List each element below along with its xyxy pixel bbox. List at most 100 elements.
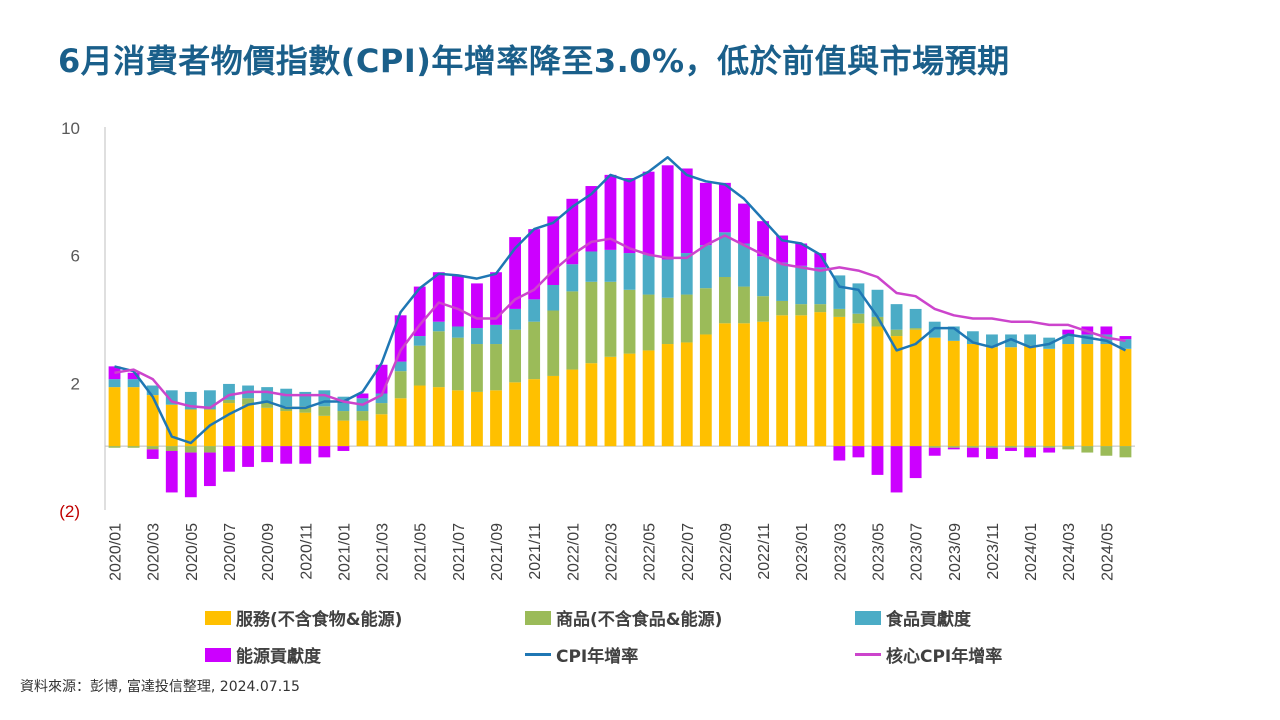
bar-segment-food [585,251,598,282]
bar-segment-services [852,323,865,447]
bar-stack [642,171,655,447]
legend-item-food: 食品貢獻度 [855,605,1105,630]
bar-segment-goods [528,321,541,380]
bar-segment-goods [928,446,941,448]
bar-stack [165,390,178,493]
bar-segment-energy [337,446,350,451]
bar-segment-goods [242,398,254,405]
x-tick-label: 2023/11 [985,523,1002,580]
bar-segment-food [1024,334,1037,346]
bar-stack [337,396,350,451]
bar-segment-food [738,243,750,287]
bar-stack [661,165,674,447]
bar-segment-food [394,361,407,372]
line-cpi [114,156,1127,445]
bar-stack [203,390,216,487]
bar-stack [566,198,579,447]
bar-stack [909,308,922,479]
bar-segment-food [318,390,331,407]
bar-segment-food [528,299,541,322]
bar-stack [776,235,789,447]
bar-segment-services [966,344,979,447]
y-tick-label: 6 [71,247,80,266]
bar-segment-services [490,390,502,447]
bar-segment-goods [318,406,331,416]
bar-segment-food [661,259,674,298]
bar-stack [394,315,407,447]
bar-stack [1024,334,1037,458]
bar-segment-goods [509,329,522,383]
legend-item-core: 核心CPI年增率 [855,642,1105,667]
bar-segment-food [623,253,636,290]
bar-segment-goods [871,316,884,327]
bar-segment-services [871,326,884,447]
x-tick-label: 2021/09 [489,523,506,581]
legend-item-services: 服務(不含食物&能源) [205,605,525,630]
legend-swatch-services [205,610,231,625]
bar-segment-food [1005,334,1017,348]
bar-segment-goods [833,308,846,317]
bar-segment-food [280,388,293,407]
x-tick-label: 2024/05 [1099,523,1116,581]
bar-segment-services [299,412,312,447]
bar-segment-energy [852,446,865,458]
bar-stack [757,221,769,447]
chart-legend: 服務(不含食物&能源) 商品(不含食品&能源) 食品貢獻度 能源貢獻度 CPI年… [205,605,1105,667]
bar-segment-energy [718,182,731,233]
bar-stack [299,391,312,464]
bar-segment-energy [928,447,941,456]
bar-segment-food [547,284,560,311]
x-tick-label: 2022/09 [718,523,735,581]
x-tick-label: 2023/03 [832,523,849,581]
x-tick-label: 2024/03 [1061,523,1078,581]
x-tick-label: 2020/07 [222,523,239,581]
bar-stack [509,237,522,447]
bar-segment-food [337,396,350,412]
page-title: 6月消費者物價指數(CPI)年增率降至3.0%，低於前值與市場預期 [58,42,1010,80]
bar-segment-services [108,387,121,447]
bar-stack [699,182,712,447]
bar-stack [623,178,636,447]
bar-segment-food [699,245,712,289]
bar-segment-goods [394,371,407,399]
bar-segment-energy [203,452,216,487]
bar-segment-services [337,420,350,447]
bar-segment-services [509,382,522,447]
bar-segment-food [833,275,846,309]
bar-segment-energy [1005,447,1017,451]
bar-stack [986,334,998,459]
bar-stack [451,275,464,447]
bar-stack [413,286,426,447]
bar-segment-goods [299,406,312,413]
x-tick-label: 2021/11 [527,523,544,580]
x-tick-label: 2024/01 [1023,523,1040,581]
bar-segment-food [986,334,998,348]
bar-stack [280,388,293,464]
x-tick-label: 2020/01 [108,523,125,581]
bar-segment-services [451,390,464,447]
bar-segment-services [318,415,331,447]
legend-item-cpi: CPI年增率 [525,642,855,667]
bar-segment-energy [585,186,598,252]
bar-segment-goods [585,281,598,364]
bar-segment-food [413,336,426,346]
bar-segment-food [261,387,274,402]
bar-segment-energy [1043,447,1056,453]
bar-segment-services [623,353,636,447]
bar-segment-energy [165,450,178,493]
bar-segment-energy [280,446,293,464]
x-tick-label: 2020/03 [146,523,163,581]
bar-segment-services [165,404,178,447]
bar-segment-energy [833,446,846,461]
x-tick-label: 2022/11 [756,523,773,580]
x-tick-label: 2020/09 [260,523,277,581]
bar-segment-food [1119,339,1132,349]
x-tick-label: 2022/05 [642,523,659,581]
bar-segment-services [585,363,598,447]
bar-segment-food [146,385,159,396]
bar-segment-goods [203,446,216,453]
bar-segment-food [1081,334,1094,345]
bar-stack [184,391,197,498]
bar-segment-goods [108,446,121,448]
legend-label-energy: 能源貢獻度 [236,647,321,667]
